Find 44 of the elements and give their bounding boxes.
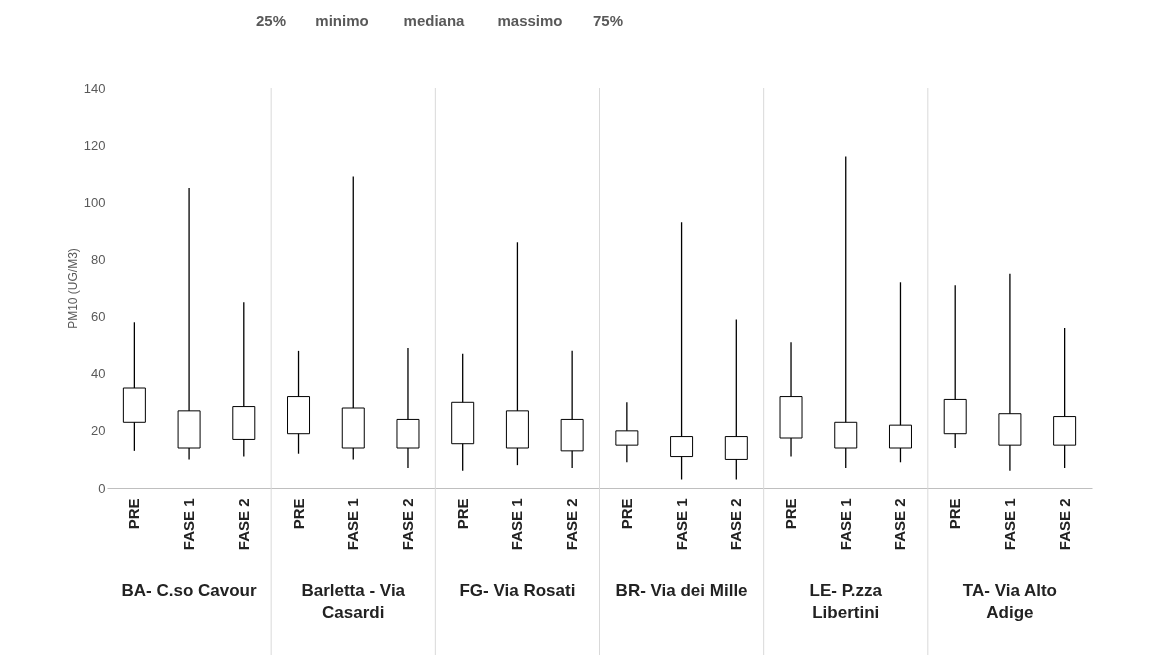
text: BA- C.so Cavour [121, 581, 257, 600]
candlestick [177, 188, 201, 460]
text: LE- P.zza Libertini [809, 581, 883, 622]
text: Barletta - Via Casardi [301, 581, 406, 622]
text: BR- Via dei Mille [615, 581, 748, 600]
candlestick [560, 350, 584, 468]
x-tick-label: FASE 2 [398, 498, 416, 551]
x-tick-label: FASE 1 [836, 498, 854, 551]
text: massimo [497, 12, 563, 29]
x-tick-label: FASE 1 [508, 498, 526, 551]
text: 25% [255, 12, 287, 29]
y-tick-label: 140 [83, 80, 106, 96]
y-tick-label: 100 [83, 194, 106, 210]
x-tick-label: PRE [453, 498, 471, 530]
x-tick-label: PRE [946, 498, 964, 530]
text: 75% [592, 12, 624, 29]
candlestick [779, 342, 803, 457]
x-tick-label: FASE 1 [344, 498, 362, 551]
x-tick-label: FASE 2 [563, 498, 581, 551]
y-tick-label: 20 [91, 423, 106, 439]
y-tick-label: 40 [91, 366, 106, 382]
candlestick [396, 348, 420, 468]
text: minimo [315, 12, 369, 29]
x-tick-label: PRE [782, 498, 800, 530]
text: mediana [403, 12, 466, 29]
text: FG- Via Rosati [459, 581, 576, 600]
y-axis-title: PM10 (UG/M3) [65, 248, 80, 329]
candlestick [998, 273, 1022, 471]
x-tick-label: FASE 2 [1055, 498, 1073, 551]
candlestick [615, 402, 639, 463]
x-tick-label: FASE 1 [672, 498, 690, 551]
x-tick-label: FASE 2 [891, 498, 909, 551]
x-tick-label: FASE 1 [1000, 498, 1018, 551]
x-tick-label: FASE 1 [180, 498, 198, 551]
y-tick-label: 80 [91, 251, 106, 267]
y-tick-label: 60 [91, 309, 106, 325]
y-tick-label: 120 [83, 137, 106, 153]
text: TA- Via Alto Adige [962, 581, 1057, 622]
x-tick-label: PRE [125, 498, 143, 530]
x-tick-label: PRE [617, 498, 635, 530]
y-tick-label: 0 [98, 480, 106, 496]
x-tick-label: FASE 2 [727, 498, 745, 551]
x-tick-label: PRE [289, 498, 307, 530]
x-tick-label: FASE 2 [234, 498, 252, 551]
